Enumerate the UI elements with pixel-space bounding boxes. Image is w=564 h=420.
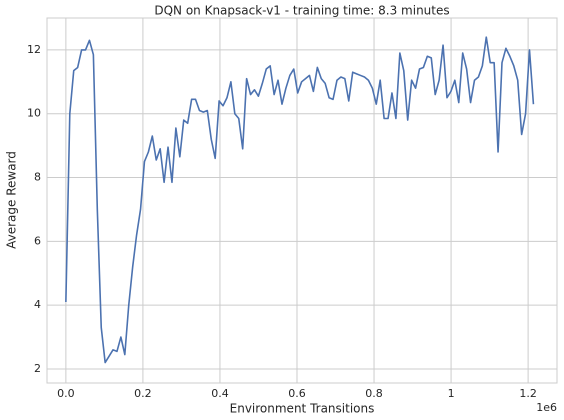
y-tick-label: 8 <box>34 171 41 184</box>
y-tick-label: 4 <box>34 298 41 311</box>
y-tick-label: 10 <box>27 107 41 120</box>
y-tick-label: 6 <box>34 234 41 247</box>
plot-frame <box>46 17 558 384</box>
y-tick-label: 12 <box>27 43 41 56</box>
y-tick-label: 2 <box>34 362 41 375</box>
y-axis-label: Average Reward <box>5 151 19 249</box>
x-tick-label: 0.4 <box>211 387 229 400</box>
x-axis-label: Environment Transitions <box>230 402 375 416</box>
x-tick-label: 0.0 <box>57 387 75 400</box>
x-offset-label: 1e6 <box>536 401 557 414</box>
x-tick-label: 0.6 <box>288 387 306 400</box>
x-tick-label: 1 <box>448 387 455 400</box>
x-tick-label: 1.2 <box>519 387 537 400</box>
x-tick-label: 0.8 <box>365 387 383 400</box>
chart-title: DQN on Knapsack-v1 - training time: 8.3 … <box>154 4 449 18</box>
data-line <box>65 36 535 364</box>
x-tick-label: 0.2 <box>134 387 152 400</box>
